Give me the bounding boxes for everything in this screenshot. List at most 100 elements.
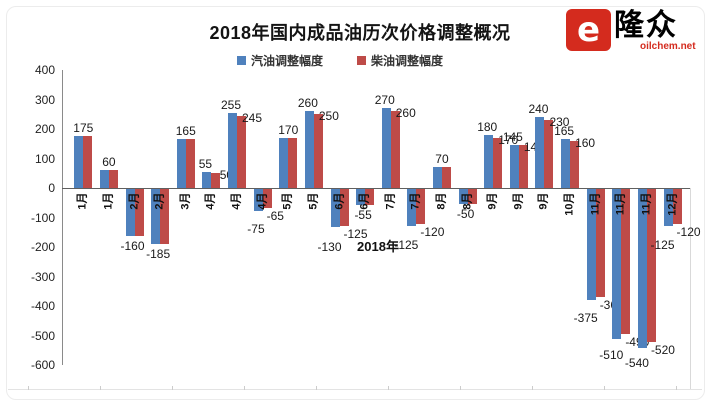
diesel-value-label: 250 xyxy=(318,109,339,124)
gasoline-swatch-icon xyxy=(236,56,246,65)
diesel-bar xyxy=(672,189,682,225)
gasoline-value-label: 170 xyxy=(278,122,299,137)
diesel-value-label: 245 xyxy=(242,110,263,125)
gasoline-bar xyxy=(356,189,366,206)
x-axis-label: 5月 xyxy=(281,192,294,210)
gasoline-bar xyxy=(535,117,545,188)
diesel-bar xyxy=(441,167,451,188)
x-axis-label: 2月 xyxy=(153,192,166,210)
gasoline-value-label: -375 xyxy=(573,310,598,325)
gasoline-bar xyxy=(586,189,596,300)
gasoline-bar xyxy=(151,189,161,244)
gasoline-bar xyxy=(176,139,186,188)
bottom-tick-mark xyxy=(244,386,245,390)
gasoline-bar xyxy=(637,189,647,349)
gasoline-value-label: -50 xyxy=(456,206,475,221)
diesel-bar xyxy=(339,189,349,226)
bottom-tick-mark xyxy=(532,386,533,390)
gasoline-value-label: 260 xyxy=(297,96,318,111)
diesel-bar xyxy=(493,137,503,188)
gasoline-bar xyxy=(612,189,622,340)
gasoline-value-label: 165 xyxy=(175,124,196,139)
zero-axis-line xyxy=(62,188,690,189)
gasoline-bar xyxy=(407,189,417,226)
diesel-bar xyxy=(288,137,298,188)
longzhong-logo-text: 隆众 oilchem.net xyxy=(614,9,696,52)
y-axis-tick-label: -400 xyxy=(30,299,55,313)
diesel-bar xyxy=(108,170,118,188)
y-axis-tick-label: 100 xyxy=(34,151,55,166)
logo-brand-name: 隆众 xyxy=(614,9,678,42)
diesel-bar xyxy=(211,173,221,188)
gasoline-value-label: 255 xyxy=(221,97,242,112)
gasoline-value-label: 270 xyxy=(374,93,395,108)
diesel-bar xyxy=(134,189,144,237)
x-axis-label: 9月 xyxy=(486,192,499,210)
diesel-bar xyxy=(160,189,170,244)
logo-domain: oilchem.net xyxy=(640,40,696,52)
longzhong-logo: e 隆众 oilchem.net xyxy=(566,9,702,65)
gasoline-value-label: -55 xyxy=(354,208,372,223)
gasoline-value-label: 165 xyxy=(554,124,575,139)
diesel-value-label: -520 xyxy=(650,343,675,358)
diesel-value-label: -125 xyxy=(343,226,368,241)
gasoline-value-label: -510 xyxy=(599,347,624,362)
y-axis-tick-label: 300 xyxy=(34,92,55,107)
bottom-border-line xyxy=(8,389,702,390)
bottom-tick-mark xyxy=(460,386,461,390)
x-axis-title: 2018年 xyxy=(357,239,399,254)
gasoline-value-label: -125 xyxy=(394,238,419,253)
bottom-tick-mark xyxy=(28,386,29,390)
gasoline-bar xyxy=(663,189,673,226)
x-axis-label: 11月 xyxy=(589,192,602,216)
diesel-bar xyxy=(390,111,400,188)
y-axis-tick-label: -300 xyxy=(30,269,55,284)
legend-item-gasoline: 汽油调整幅度 xyxy=(236,52,323,69)
diesel-bar xyxy=(544,120,554,188)
diesel-bar xyxy=(467,189,477,204)
gasoline-value-label: 180 xyxy=(477,119,498,134)
diesel-value-label: 260 xyxy=(395,106,416,121)
x-axis-label: 9月 xyxy=(512,192,525,210)
gasoline-value-label: 55 xyxy=(198,156,213,171)
x-axis-label: 11月 xyxy=(614,192,627,216)
longzhong-logo-icon: e xyxy=(566,9,611,51)
y-axis-tick-label: -100 xyxy=(30,210,55,225)
diesel-value-label: 230 xyxy=(549,115,570,130)
diesel-bar xyxy=(416,189,426,225)
gasoline-value-label: 240 xyxy=(528,102,549,117)
diesel-bar xyxy=(365,189,375,206)
gasoline-value-label: -75 xyxy=(247,222,265,237)
y-axis-tick-label: 400 xyxy=(34,63,55,77)
gasoline-value-label: 175 xyxy=(73,121,94,136)
diesel-bar xyxy=(570,140,580,188)
y-axis-tick-label: 0 xyxy=(48,181,55,195)
gasoline-value-label: -160 xyxy=(120,239,145,254)
gasoline-bar xyxy=(99,170,109,188)
gasoline-value-label: 70 xyxy=(435,152,449,167)
gasoline-bar xyxy=(509,145,519,188)
gasoline-bar xyxy=(228,112,238,188)
legend-item-diesel: 柴油调整幅度 xyxy=(357,52,443,69)
y-axis-tick-label: -500 xyxy=(30,328,55,343)
diesel-bar xyxy=(313,114,323,188)
diesel-bar xyxy=(646,189,656,343)
x-axis-label: 4月 xyxy=(204,192,217,210)
chart-title: 2018年国内成品油历次价格调整概况 xyxy=(209,23,511,43)
gasoline-bar xyxy=(74,136,84,188)
bottom-tick-mark xyxy=(676,386,677,390)
diesel-swatch-icon xyxy=(357,56,366,65)
diesel-bar xyxy=(185,139,195,188)
diesel-bar xyxy=(621,189,631,334)
diesel-bar xyxy=(595,189,605,297)
gasoline-bar xyxy=(432,167,442,188)
y-axis-tick-label: -200 xyxy=(30,240,55,254)
gasoline-bar xyxy=(484,134,494,188)
gasoline-bar xyxy=(561,139,571,188)
gasoline-value-label: -185 xyxy=(146,246,171,261)
y-axis-tick-label: 200 xyxy=(34,122,55,136)
plot-right-border xyxy=(690,188,691,390)
gasoline-bar xyxy=(279,137,289,188)
x-axis-label: 3月 xyxy=(179,192,192,210)
